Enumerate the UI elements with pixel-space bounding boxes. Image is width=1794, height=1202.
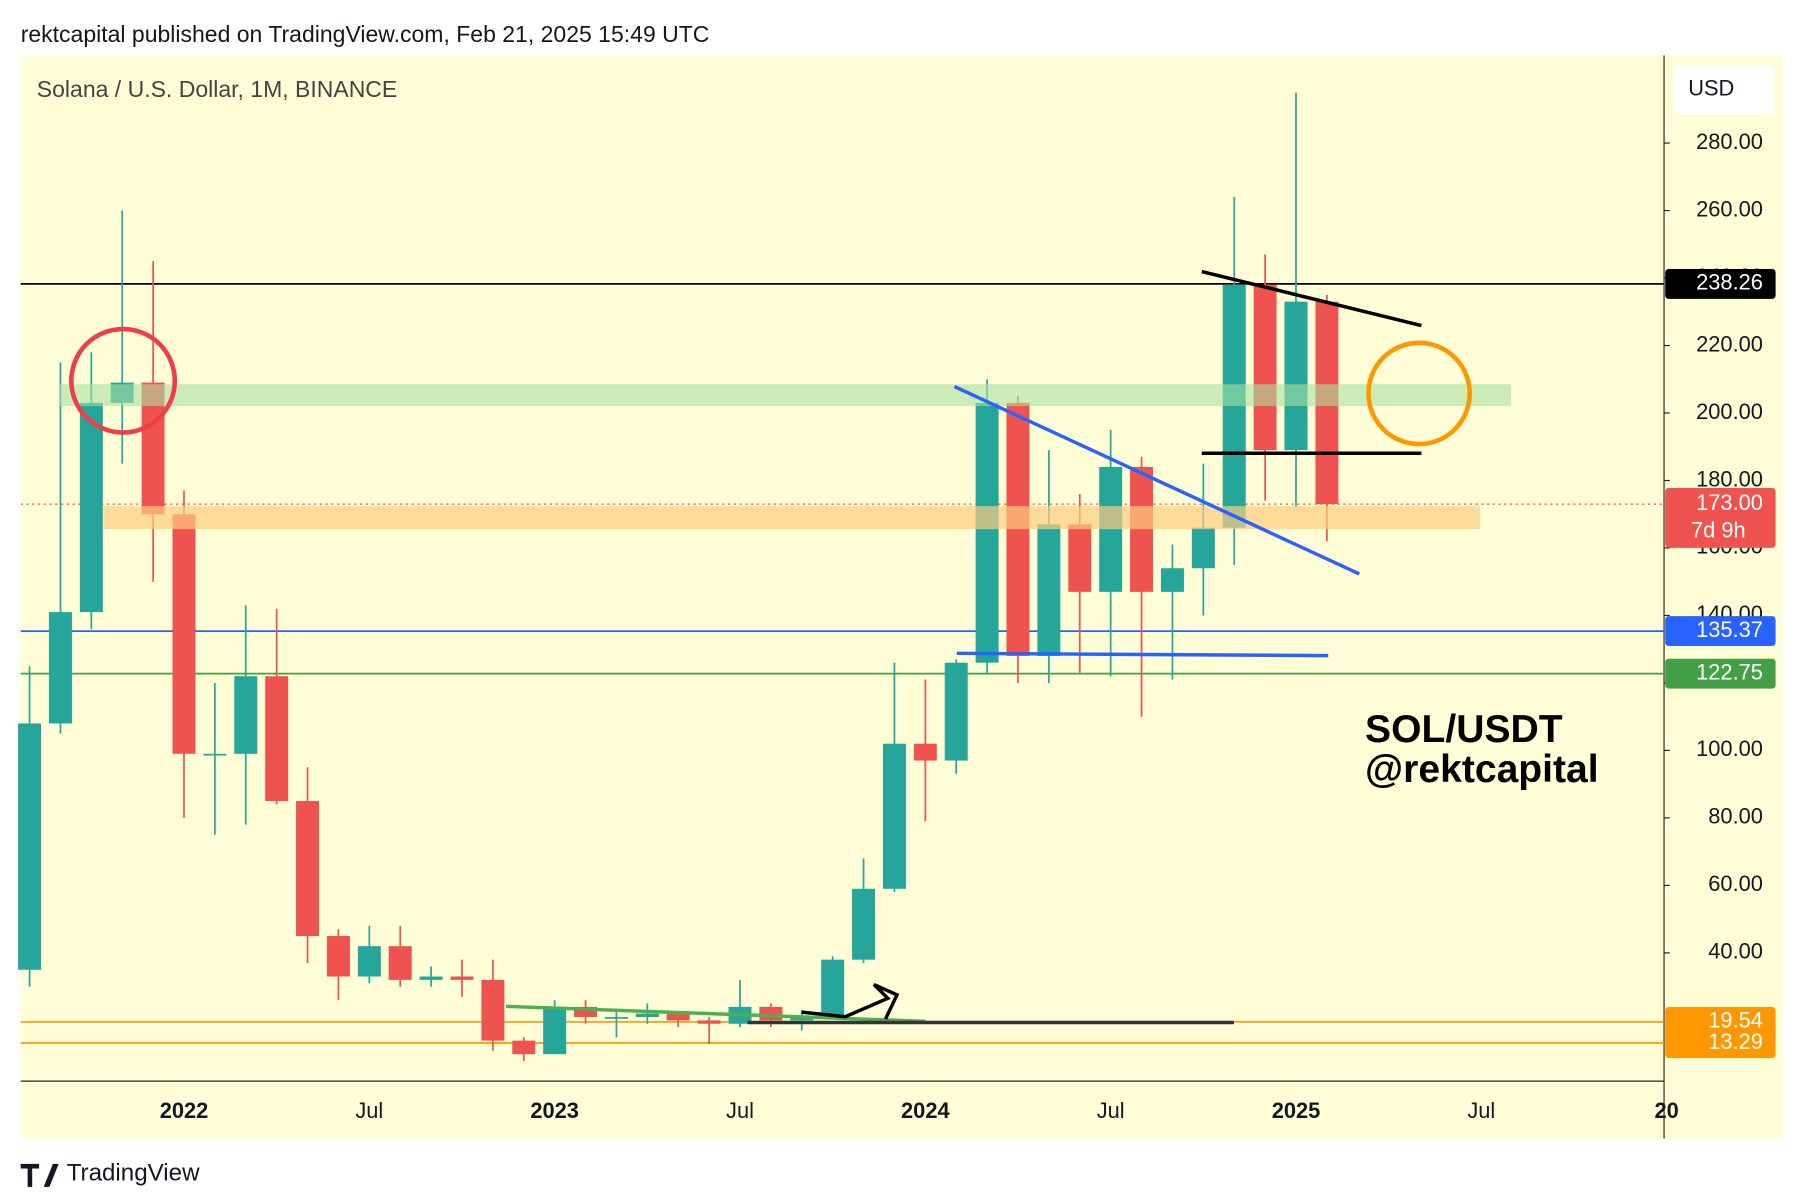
candle-body <box>481 979 505 1041</box>
resistance-zone <box>59 384 1512 407</box>
x-tick-label: Jul <box>355 1098 383 1123</box>
candle-body <box>759 1006 783 1021</box>
support-zone <box>103 506 1481 530</box>
candle-body <box>357 946 381 977</box>
candle-body <box>604 1017 628 1019</box>
candle-body <box>1160 568 1184 592</box>
y-tick-label: 100.00 <box>1696 736 1763 761</box>
trendline <box>956 651 1329 658</box>
candle-body <box>419 976 443 980</box>
y-tick-label: 60.00 <box>1708 871 1763 896</box>
trendline <box>1201 269 1422 328</box>
candle-body <box>1099 466 1123 592</box>
x-tick-label: 2022 <box>160 1098 209 1123</box>
countdown: 7d 9h <box>1691 517 1746 542</box>
annotation: @rektcapital <box>1365 748 1599 791</box>
y-tick-label: 280.00 <box>1696 129 1763 154</box>
level-label-box <box>1665 268 1776 299</box>
x-tick-label: 20 <box>1655 1098 1679 1123</box>
candle-body <box>666 1013 690 1021</box>
candle-body <box>697 1020 721 1024</box>
candle-body <box>1037 524 1061 656</box>
last-price-label: 173.00 <box>1696 490 1763 515</box>
candle-body <box>1191 527 1215 569</box>
candle-body <box>574 1006 598 1018</box>
candle-body <box>512 1040 536 1055</box>
candle-body <box>852 888 876 960</box>
candle-body <box>1130 466 1154 592</box>
y-tick-label: 180.00 <box>1696 466 1763 491</box>
candle-body <box>1222 284 1246 528</box>
y-tick-label: 200.00 <box>1696 399 1763 424</box>
level-label-box <box>1665 616 1776 647</box>
x-tick-label: 2024 <box>901 1098 950 1123</box>
candle-body <box>234 676 258 754</box>
candle-body <box>172 514 196 754</box>
candle-body <box>975 402 999 663</box>
y-tick-label: 220.00 <box>1696 331 1763 356</box>
header: rektcapital published on TradingView.com… <box>21 21 710 47</box>
candle-body <box>1006 402 1030 656</box>
currency-box <box>1673 65 1775 114</box>
level-label: 13.29 <box>1708 1029 1763 1054</box>
trendline <box>953 384 1361 576</box>
candle-body <box>821 959 845 1018</box>
y-tick-label: 40.00 <box>1708 939 1763 964</box>
footer: TradingView <box>67 1160 200 1187</box>
level-label-box <box>1665 658 1776 689</box>
x-tick-label: 2025 <box>1272 1098 1321 1123</box>
candle-body <box>882 743 906 889</box>
candle-body <box>944 662 968 761</box>
candle-body <box>450 976 474 980</box>
annotation: SOL/USDT <box>1365 708 1563 751</box>
level-label-box <box>1665 1028 1776 1058</box>
trendline <box>505 1004 926 1024</box>
arrow <box>801 982 900 1020</box>
orange-circle <box>1366 340 1472 447</box>
candle-body <box>203 753 227 756</box>
x-tick-label: 2023 <box>530 1098 579 1123</box>
red-circle <box>69 326 178 435</box>
x-tick-label: Jul <box>1097 1098 1125 1123</box>
candle-body <box>296 801 320 937</box>
candle-body <box>18 723 42 970</box>
candle-body <box>1284 301 1308 451</box>
currency: USD <box>1688 76 1734 101</box>
x-tick-label: Jul <box>726 1098 754 1123</box>
candle-body <box>48 612 72 724</box>
chart-title: Solana / U.S. Dollar, 1M, BINANCE <box>37 76 397 102</box>
candle-body <box>790 1017 814 1021</box>
price-axis <box>1664 55 1783 1139</box>
level-label: 238.26 <box>1696 270 1763 295</box>
x-tick-label: Jul <box>1467 1098 1495 1123</box>
last-price-box <box>1665 488 1776 548</box>
candle-body <box>635 1013 659 1018</box>
level-label: 135.37 <box>1696 617 1763 642</box>
y-tick-label: 80.00 <box>1708 804 1763 829</box>
candle-body <box>1068 524 1092 592</box>
level-label: 122.75 <box>1696 659 1763 684</box>
candle-body <box>326 936 350 977</box>
logo <box>20 1163 59 1187</box>
candle-body <box>913 743 937 761</box>
candle-body <box>265 676 289 802</box>
plot-area <box>20 55 1665 1082</box>
candle-body <box>388 946 412 980</box>
candle-body <box>543 1006 567 1055</box>
candle-body <box>79 402 103 613</box>
y-tick-label: 260.00 <box>1696 196 1763 221</box>
time-axis <box>20 1081 1665 1139</box>
candle-body <box>1253 284 1277 451</box>
